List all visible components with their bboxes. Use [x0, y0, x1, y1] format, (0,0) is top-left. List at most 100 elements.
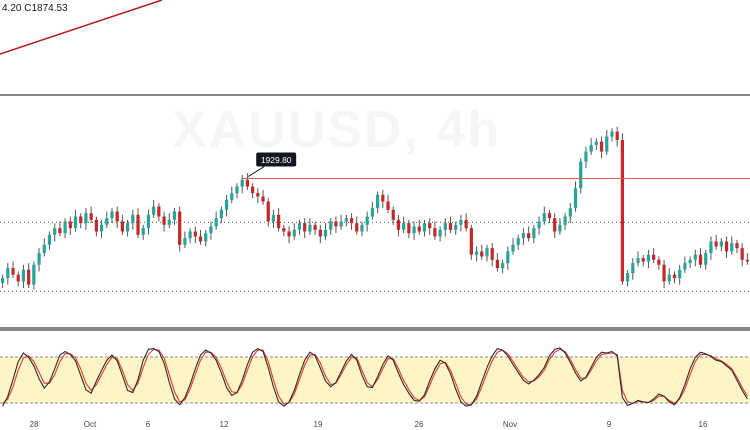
candle-body [32, 264, 36, 285]
candle-body [652, 254, 656, 260]
candle-body [370, 208, 375, 217]
candle-body [141, 228, 145, 235]
candle-body [120, 221, 125, 232]
candle-body [521, 233, 526, 239]
candle-body [11, 268, 15, 275]
candle-body [287, 231, 291, 237]
candle-body [157, 206, 161, 217]
candle-body [594, 141, 598, 145]
candle-body [500, 263, 505, 269]
candle-body [94, 219, 98, 232]
candle-body [167, 219, 171, 225]
candle-body [313, 224, 317, 230]
candle-body [558, 224, 562, 232]
candle-body [193, 231, 197, 237]
candle-body [724, 241, 729, 252]
candle-body [381, 194, 385, 202]
candle-body [412, 226, 416, 234]
candle-body [563, 216, 567, 225]
candle-body [53, 228, 57, 235]
candle-body [105, 218, 109, 225]
candle-body [589, 144, 593, 152]
candle-body [631, 263, 635, 274]
candle-body [256, 193, 260, 197]
candle-body [506, 251, 510, 264]
candle-body [318, 229, 322, 237]
candle-body [417, 226, 421, 232]
candle-body [183, 238, 187, 245]
candle-body [433, 228, 437, 237]
candle-body [547, 213, 552, 219]
x-tick-label: 6 [146, 420, 151, 429]
candle-body [219, 209, 223, 219]
candle-body [21, 269, 26, 282]
candle-body [84, 213, 88, 224]
trend-line [0, 0, 163, 55]
price-label-text: 1929.80 [261, 155, 292, 165]
candle-body [47, 234, 52, 245]
candle-body [99, 224, 104, 232]
candle-body [490, 248, 494, 260]
candle-body [16, 274, 20, 282]
candle-body [303, 223, 307, 232]
candle-body [188, 231, 192, 239]
candle-body [162, 216, 166, 225]
candle-body [459, 219, 463, 225]
candle-body [646, 254, 651, 262]
stoch-band [0, 357, 750, 403]
x-tick-label: Oct [84, 420, 97, 429]
candle-body [198, 236, 203, 242]
candle-body [360, 224, 364, 232]
candle-body [68, 221, 72, 229]
candle-body [282, 228, 286, 232]
candle-body [625, 273, 630, 282]
candle-body [407, 223, 411, 234]
candle-body [480, 251, 484, 257]
candle-body [308, 224, 312, 232]
price-label-box [256, 152, 297, 167]
candle-body [250, 186, 255, 194]
candle-body [641, 258, 645, 262]
candle-body [568, 208, 572, 217]
candle-body [636, 258, 640, 264]
candle-body [391, 209, 395, 220]
candle-body [245, 179, 250, 187]
candle-body [27, 269, 31, 285]
candle-body [297, 223, 302, 230]
candle-body [37, 253, 41, 265]
candle-body [683, 263, 687, 270]
candle-body [443, 223, 447, 230]
candle-body [125, 223, 130, 232]
candle-body [172, 211, 177, 220]
candle-body [693, 254, 697, 260]
candle-body [240, 179, 244, 187]
candle-body [516, 238, 520, 245]
candle-body [579, 161, 583, 189]
stoch-k-line [2, 347, 748, 407]
candle-body [386, 201, 390, 210]
candle-body [266, 201, 270, 222]
candle-body [339, 221, 343, 227]
candle-body [730, 243, 734, 252]
candle-body [365, 216, 369, 225]
candle-body [735, 243, 739, 249]
x-tick-label: 19 [314, 420, 323, 429]
candle-body [464, 219, 468, 229]
candle-body [719, 241, 723, 247]
candle-body [704, 253, 708, 265]
candle-body [553, 218, 557, 232]
candle-body [209, 226, 213, 234]
candle-body [615, 131, 619, 140]
candle-body [6, 268, 10, 279]
x-tick-label: 12 [220, 420, 229, 429]
candle-body [58, 228, 62, 234]
candle-body [224, 199, 229, 210]
candle-body [532, 228, 536, 239]
candle-body [178, 211, 182, 245]
candle-body [678, 269, 682, 279]
candle-body [152, 206, 156, 215]
candle-body [110, 211, 114, 219]
candle-body [709, 241, 713, 254]
